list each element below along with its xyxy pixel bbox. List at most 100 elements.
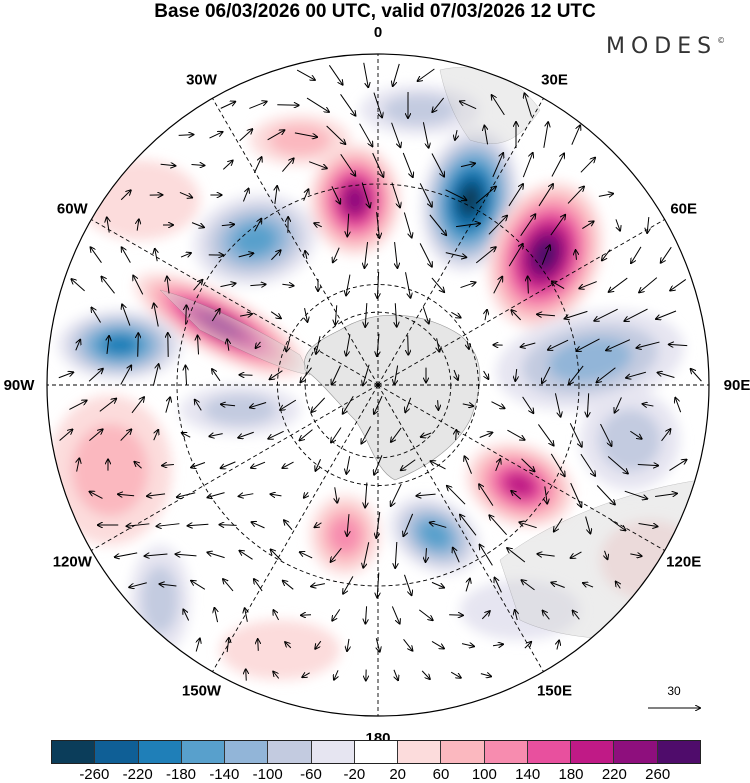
colorbar-tick-label: -180: [165, 766, 197, 783]
wind-vector-arrow-icon: [242, 189, 248, 202]
wind-vector-arrow-icon: [361, 182, 370, 208]
wind-vector-arrow-icon: [137, 219, 139, 231]
wind-vector-arrow-icon: [624, 490, 647, 499]
wind-vector-arrow-icon: [374, 455, 383, 474]
positive-anomaly-contour: [269, 124, 331, 156]
wind-vector-arrow-icon: [548, 339, 569, 350]
wind-vector-arrow-icon: [638, 524, 658, 527]
wind-vector-arrow-icon: [246, 669, 247, 681]
wind-vector-arrow-icon: [167, 277, 169, 294]
colorbar-tick-label: -60: [300, 766, 322, 783]
wind-vector-arrow-icon: [88, 369, 103, 382]
wind-vector-arrow-icon: [304, 492, 308, 497]
wind-vector-arrow-icon: [416, 494, 436, 496]
colorbar-swatch: [311, 741, 355, 763]
longitude-label: 60W: [57, 201, 89, 218]
wind-vector-arrow-icon: [445, 252, 466, 258]
reference-vector: 30: [648, 684, 700, 708]
colorbar-tick-label: -260: [79, 766, 110, 783]
wind-vector-arrow-icon: [193, 280, 203, 291]
wind-vector-arrow-icon: [438, 400, 439, 410]
wind-vector-arrow-icon: [550, 215, 565, 236]
wind-vector-arrow-icon: [485, 310, 487, 321]
wind-vector-arrow-icon: [251, 461, 266, 468]
wind-vector-arrow-icon: [157, 524, 180, 527]
wind-vector-arrow-icon: [422, 306, 429, 323]
wind-vector-arrow-icon: [271, 494, 282, 496]
wind-vector-arrow-icon: [376, 638, 379, 651]
negative-anomaly-contour: [460, 580, 580, 640]
wind-vector-arrow-icon: [361, 426, 372, 443]
wind-vector-arrow-icon: [363, 542, 370, 567]
wind-vector-arrow-icon: [227, 339, 229, 351]
wind-vector-arrow-icon: [537, 314, 555, 315]
wind-vector-arrow-icon: [669, 344, 688, 345]
wind-vector-arrow-icon: [340, 94, 356, 115]
wind-vector-arrow-icon: [162, 464, 174, 465]
colorbar-swatch: [181, 741, 226, 763]
wind-vector-arrow-icon: [377, 572, 379, 598]
negative-anomaly-contour: [599, 409, 661, 471]
wind-vector-arrow-icon: [131, 397, 144, 414]
wind-vector-arrow-icon: [209, 132, 222, 139]
anomaly-field: [48, 85, 700, 680]
wind-vector-arrow-icon: [492, 153, 503, 178]
wind-vector-arrow-icon: [294, 132, 317, 137]
colorbar-swatch: [268, 741, 312, 763]
wind-vector-arrow-icon: [301, 615, 312, 616]
wind-vector-arrow-icon: [346, 274, 351, 296]
wind-vector-arrow-icon: [421, 670, 430, 679]
wind-vector-arrow-icon: [602, 249, 611, 261]
wind-vector-arrow-icon: [377, 212, 380, 238]
wind-vector-arrow-icon: [91, 308, 101, 323]
wind-vector-arrow-icon: [481, 611, 489, 620]
wind-vector-arrow-icon: [405, 397, 412, 412]
wind-vector-arrow-icon: [391, 182, 400, 208]
wind-vector-arrow-icon: [426, 548, 427, 562]
wind-vector-arrow-icon: [583, 583, 594, 587]
wind-vector-arrow-icon: [401, 459, 416, 470]
wind-vector-arrow-icon: [598, 194, 613, 197]
positive-anomaly-contour: [71, 423, 149, 517]
wind-vector-arrow-icon: [300, 367, 312, 383]
wind-vector-arrow-icon: [182, 433, 191, 437]
wind-vector-arrow-icon: [537, 424, 553, 445]
longitude-label: 0: [374, 24, 382, 41]
wind-vector-arrow-icon: [630, 554, 641, 556]
wind-vector-arrow-icon: [118, 494, 135, 496]
wind-vector-arrow-icon: [191, 165, 205, 166]
wind-vector-arrow-icon: [155, 249, 157, 262]
wind-vector-arrow-icon: [267, 130, 285, 141]
wind-vector-arrow-icon: [282, 284, 293, 286]
wind-vector-arrow-icon: [316, 336, 321, 354]
wind-vector-arrow-icon: [511, 310, 522, 321]
colorbar-swatch: [225, 741, 269, 763]
wind-vector-arrow-icon: [115, 552, 138, 557]
wind-vector-arrow-icon: [296, 69, 315, 80]
wind-vector-arrow-icon: [567, 187, 584, 204]
wind-vector-arrow-icon: [347, 213, 348, 237]
positive-anomaly-contour: [199, 312, 241, 338]
wind-vector-arrow-icon: [515, 369, 516, 381]
wind-vector-arrow-icon: [551, 154, 564, 177]
wind-vector-arrow-icon: [455, 130, 457, 140]
south-america-landmass: [159, 289, 311, 376]
longitude-label: 60E: [670, 201, 697, 218]
wind-vector-arrow-icon: [493, 277, 503, 294]
negative-anomaly-contour: [459, 184, 481, 216]
wind-vector-arrow-icon: [587, 393, 588, 416]
wind-vector-arrow-icon: [191, 462, 206, 467]
meridian-line: [91, 384, 379, 551]
wind-vector-arrow-icon: [365, 606, 366, 623]
wind-vector-arrow-icon: [669, 460, 686, 471]
wind-vector-arrow-icon: [153, 430, 158, 441]
wind-vector-arrow-icon: [250, 284, 265, 285]
wind-vector-arrow-icon: [365, 303, 367, 327]
wind-vector-arrow-icon: [524, 642, 531, 649]
meridian-line: [377, 219, 665, 386]
wind-vector-arrow-icon: [479, 433, 493, 438]
wind-vector-arrow-icon: [120, 365, 131, 385]
wind-vector-arrow-icon: [391, 483, 402, 506]
wind-vector-arrow-icon: [183, 609, 190, 621]
wind-vector-arrow-icon: [58, 372, 73, 379]
